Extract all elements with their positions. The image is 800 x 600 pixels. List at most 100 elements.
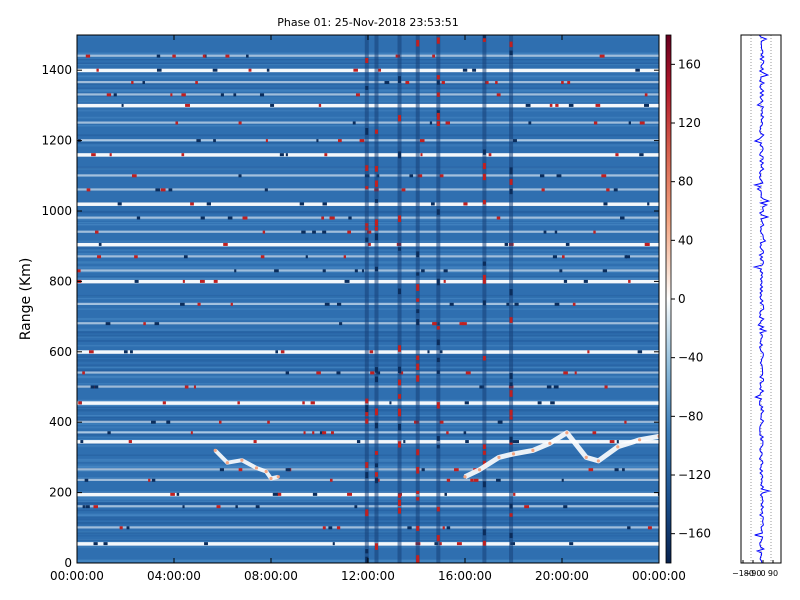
interference-speck: [496, 478, 501, 482]
vertical-band: [397, 35, 402, 563]
interference-speck: [97, 255, 102, 259]
interference-speck: [569, 542, 574, 546]
vertical-speck: [482, 199, 486, 205]
interference-speck: [439, 542, 442, 546]
interference-speck: [504, 242, 509, 246]
interference-speck: [336, 371, 341, 375]
vertical-speck: [416, 298, 420, 302]
vertical-speck: [509, 441, 513, 445]
x-tick-label: 08:00:00: [244, 569, 298, 583]
interference-speck: [264, 188, 268, 192]
interference-speck: [567, 81, 571, 85]
x-tick-label: 04:00:00: [147, 569, 201, 583]
interference-speck: [85, 54, 91, 58]
interference-speck: [432, 54, 436, 58]
vertical-speck: [416, 363, 420, 371]
interference-speck: [348, 216, 352, 220]
interference-speck: [421, 269, 425, 273]
interference-speck: [454, 468, 459, 472]
interference-speck: [606, 188, 610, 192]
interference-speck: [403, 440, 406, 444]
vertical-speck: [436, 121, 440, 126]
interference-speck: [613, 188, 618, 192]
interference-speck: [409, 174, 414, 178]
profile-panel: −180−90 0 90: [732, 34, 782, 578]
vertical-speck: [398, 441, 402, 448]
vertical-speck: [509, 503, 513, 509]
colorbar-tick-label: −120: [678, 468, 711, 482]
interference-speck: [550, 401, 555, 405]
trace-point: [596, 459, 600, 463]
vertical-speck: [398, 215, 402, 223]
interference-speck: [170, 93, 173, 97]
interference-speck: [265, 139, 268, 143]
interference-speck: [185, 103, 190, 107]
trace-point: [269, 476, 273, 481]
vertical-speck: [482, 529, 486, 536]
interference-speck: [484, 81, 489, 85]
interference-speck: [561, 478, 564, 482]
interference-speck: [126, 526, 130, 530]
interference-speck: [303, 431, 306, 435]
interference-speck: [182, 505, 185, 509]
vertical-speck: [374, 477, 378, 484]
vertical-speck: [398, 499, 402, 506]
interference-speck: [148, 478, 151, 482]
interference-speck: [496, 216, 501, 220]
vertical-speck: [365, 549, 369, 554]
interference-speck: [441, 81, 445, 85]
vertical-speck: [416, 525, 420, 531]
interference-speck: [554, 230, 558, 234]
interference-speck: [322, 526, 326, 530]
interference-speck: [181, 153, 185, 157]
interference-speck: [190, 202, 194, 206]
vertical-speck: [374, 129, 378, 134]
trace-point: [616, 445, 620, 449]
colorbar: [665, 34, 672, 564]
vertical-speck: [482, 355, 486, 361]
vertical-speck: [398, 76, 402, 84]
y-axis: 0 200 400 600 800 1000 1200 1400: [41, 63, 659, 570]
interference-speck: [242, 216, 248, 220]
colorbar-tick-label: −160: [678, 527, 711, 541]
vertical-speck: [509, 41, 513, 48]
interference-speck: [658, 139, 659, 143]
interference-speck: [401, 188, 406, 192]
vertical-speck: [365, 57, 369, 64]
interference-speck: [305, 255, 308, 259]
interference-speck: [407, 526, 412, 530]
vertical-speck: [436, 357, 440, 363]
interference-speck: [615, 153, 619, 157]
interference-speck: [417, 174, 423, 178]
interference-speck: [555, 103, 559, 107]
interference-speck: [312, 230, 316, 234]
interference-speck: [432, 322, 437, 326]
interference-speck: [82, 505, 85, 509]
interference-speck: [78, 401, 82, 405]
interference-speck: [162, 401, 166, 405]
interference-speck: [603, 202, 608, 206]
interference-speck: [429, 121, 433, 125]
interference-speck: [427, 350, 430, 354]
interference-speck: [602, 269, 608, 273]
interference-speck: [347, 492, 353, 496]
interference-speck: [543, 230, 547, 234]
interference-speck: [181, 93, 186, 97]
y-tick-label: 200: [49, 486, 72, 500]
interference-speck: [259, 93, 265, 97]
interference-speck: [539, 174, 545, 178]
interference-speck: [444, 492, 447, 496]
interference-speck: [160, 188, 166, 192]
interference-speck: [627, 526, 631, 530]
interference-speck: [93, 542, 98, 546]
interference-speck: [96, 68, 99, 72]
colorbar-tick-label: 40: [678, 233, 693, 247]
interference-speck: [462, 68, 468, 72]
interference-speck: [439, 174, 444, 178]
vertical-speck: [365, 409, 369, 417]
vertical-speck: [365, 227, 369, 231]
interference-speck: [196, 139, 201, 143]
interference-speck: [109, 153, 112, 157]
vertical-speck: [365, 462, 369, 468]
interference-speck: [166, 420, 170, 424]
